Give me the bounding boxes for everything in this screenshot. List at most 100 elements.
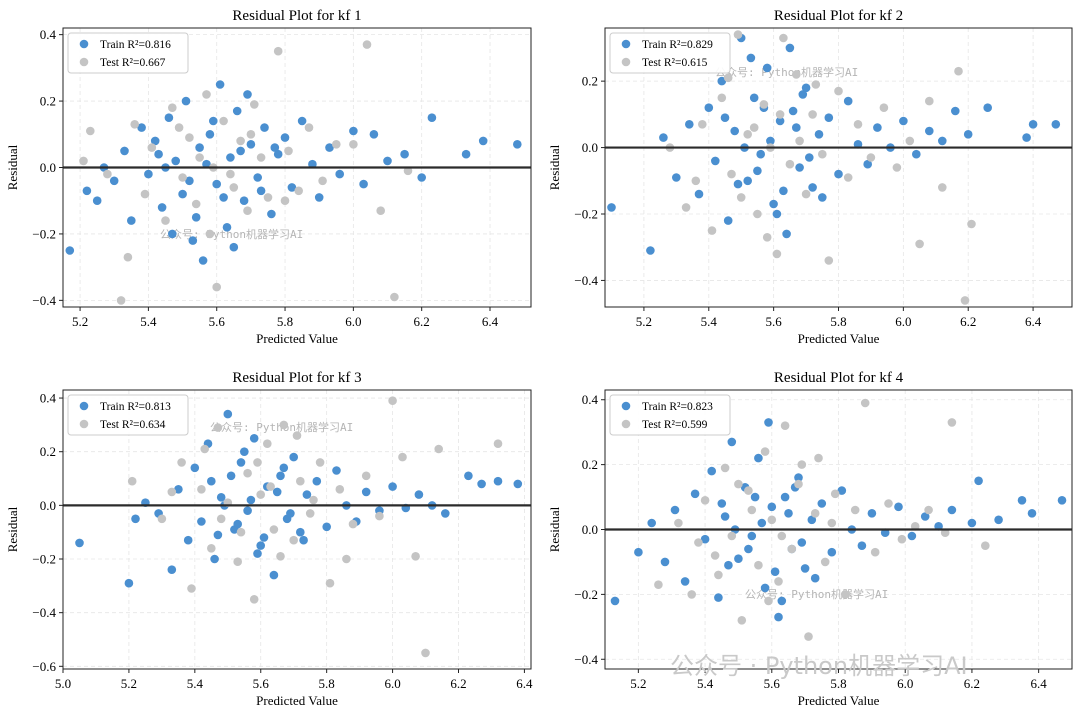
watermark-large: 公众号 · Python机器学习AI <box>670 652 968 680</box>
y-tick-label: 0.4 <box>582 392 599 407</box>
train-point-27 <box>853 140 863 149</box>
test-point-36 <box>266 482 275 491</box>
train-point-29 <box>273 149 283 159</box>
train-point-40 <box>1027 509 1037 518</box>
train-point-52 <box>256 186 266 196</box>
train-point-21 <box>801 83 811 93</box>
watermark-small: 公众号: Python机器学习AI <box>160 227 303 241</box>
test-point-17 <box>305 509 315 518</box>
train-point-53 <box>226 471 236 481</box>
train-point-44 <box>779 186 788 196</box>
x-tick-label: 5.2 <box>636 314 652 329</box>
test-point-17 <box>236 136 245 146</box>
test-point-31 <box>967 219 976 229</box>
legend-box <box>609 394 731 436</box>
train-point-32 <box>297 116 307 126</box>
train-point-2 <box>92 196 102 205</box>
train-point-1 <box>646 246 655 255</box>
train-point-37 <box>974 476 983 486</box>
train-point-33 <box>308 159 317 169</box>
train-point-16 <box>760 583 770 593</box>
train-point-18 <box>205 130 215 139</box>
x-tick-label: 5.8 <box>319 676 335 691</box>
train-point-5 <box>680 577 690 586</box>
test-point-24 <box>892 163 902 172</box>
test-point-37 <box>827 518 837 528</box>
legend: Train R²=0.813 Test R²=0.634 <box>67 394 189 436</box>
test-point-31 <box>236 527 246 537</box>
train-point-12 <box>734 554 743 563</box>
test-point-32 <box>691 176 701 186</box>
chart-title: Residual Plot for kf 4 <box>774 370 904 386</box>
test-point-25 <box>398 452 407 462</box>
train-point-43 <box>427 113 437 122</box>
test-point-36 <box>777 531 787 541</box>
test-point-33 <box>276 552 285 561</box>
y-tick-label: 0.2 <box>40 444 56 459</box>
x-tick-label: 6.4 <box>516 676 533 691</box>
x-axis-label: Predicted Value <box>256 331 338 346</box>
train-point-58 <box>154 149 163 159</box>
train-point-29 <box>873 123 882 132</box>
train-point-11 <box>727 437 737 447</box>
train-point-10 <box>720 512 730 521</box>
legend: Train R²=0.816 Test R²=0.667 <box>67 32 189 74</box>
train-point-27 <box>322 522 332 532</box>
x-tick-label: 6.0 <box>895 314 911 329</box>
train-point-5 <box>167 565 177 574</box>
train-point-25 <box>827 547 837 557</box>
y-axis-label: Residual <box>547 144 562 190</box>
train-point-30 <box>280 133 290 142</box>
test-point-14 <box>212 282 221 292</box>
y-tick-label: 0.0 <box>40 160 56 175</box>
y-tick-label: −0.2 <box>32 226 56 241</box>
train-point-4 <box>670 505 680 515</box>
train-point-26 <box>837 486 847 495</box>
test-point-37 <box>205 229 215 239</box>
x-tick-label: 5.6 <box>766 314 783 329</box>
test-point-5 <box>207 544 216 553</box>
test-legend-label: Test R²=0.667 <box>100 57 166 69</box>
train-point-43 <box>233 519 242 529</box>
test-point-22 <box>273 46 283 56</box>
train-point-48 <box>207 476 216 486</box>
train-point-27 <box>260 123 269 132</box>
test-point-9 <box>759 100 769 109</box>
x-tick-label: 5.8 <box>830 314 846 329</box>
train-point-43 <box>766 136 775 146</box>
train-point-49 <box>202 159 211 169</box>
plot-frame <box>62 389 532 670</box>
train-point-31 <box>287 183 297 192</box>
train-point-7 <box>183 535 193 545</box>
x-tick-label: 5.6 <box>253 676 270 691</box>
train-point-57 <box>168 229 177 239</box>
train-point-38 <box>359 179 368 189</box>
x-tick-label: 6.4 <box>1025 314 1042 329</box>
train-point-50 <box>798 90 808 99</box>
train-point-15 <box>236 458 246 467</box>
panel-kf2: 公众号: Python机器学习AI 5.2 5.4 5.6 5.8 6.0 6.2 6.4 −0… <box>547 8 1073 346</box>
test-point-31 <box>390 292 399 302</box>
x-tick-label: 5.0 <box>55 676 71 691</box>
y-tick-label: −0.2 <box>32 552 56 567</box>
x-tick-label: 6.4 <box>482 314 499 329</box>
test-legend-marker <box>621 57 631 67</box>
test-point-14 <box>279 420 289 430</box>
train-point-19 <box>788 106 798 116</box>
train-point-3 <box>672 173 681 182</box>
test-point-5 <box>727 169 736 179</box>
train-point-51 <box>818 193 827 202</box>
y-tick-label: 0.2 <box>582 74 598 89</box>
legend: Train R²=0.829 Test R²=0.615 <box>609 32 731 74</box>
train-point-32 <box>912 149 921 159</box>
train-point-52 <box>810 573 820 583</box>
test-point-12 <box>779 33 788 43</box>
train-point-46 <box>805 153 814 162</box>
test-point-7 <box>161 216 170 225</box>
train-point-0 <box>75 538 84 548</box>
x-tick-label: 5.2 <box>121 676 137 691</box>
train-point-24 <box>296 527 305 537</box>
train-point-49 <box>772 209 782 219</box>
train-point-31 <box>894 502 903 512</box>
test-point-23 <box>879 103 889 112</box>
